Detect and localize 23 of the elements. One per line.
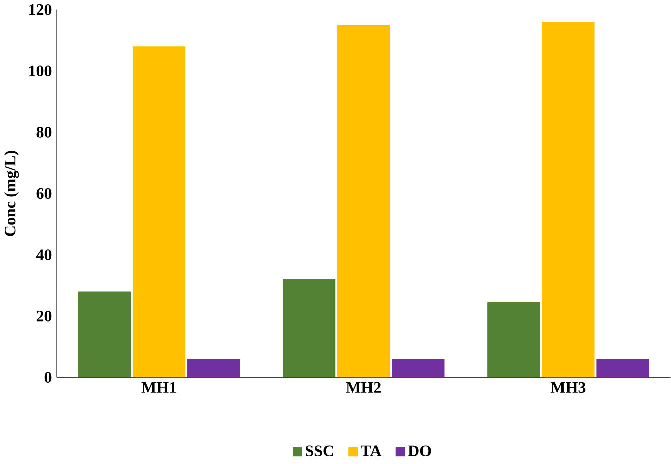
x-tick-label: MH2: [346, 382, 381, 394]
bar: [282, 280, 336, 378]
bar: [542, 22, 595, 378]
x-tick-label: MH1: [142, 382, 176, 394]
bar: [78, 292, 132, 378]
y-tick-label: 120: [30, 4, 52, 16]
y-tick-label: 80: [36, 127, 52, 138]
bar: [188, 359, 240, 378]
y-tick-label: 20: [36, 311, 52, 322]
bar: [132, 46, 186, 378]
bar: [392, 359, 445, 378]
legend-label: DO: [408, 446, 432, 457]
y-tick-label: 60: [36, 188, 52, 200]
bar: [596, 359, 650, 378]
y-axis-title: Conc (mg/L): [4, 151, 20, 236]
legend-label: TA: [361, 446, 382, 456]
bar: [338, 25, 390, 378]
x-tick-label: MH3: [550, 382, 586, 394]
legend-label: SSC: [306, 446, 334, 457]
y-tick-label: 0: [44, 372, 52, 384]
y-tick-label: 40: [36, 250, 52, 261]
bar: [488, 302, 540, 378]
y-tick-label: 100: [30, 66, 52, 77]
